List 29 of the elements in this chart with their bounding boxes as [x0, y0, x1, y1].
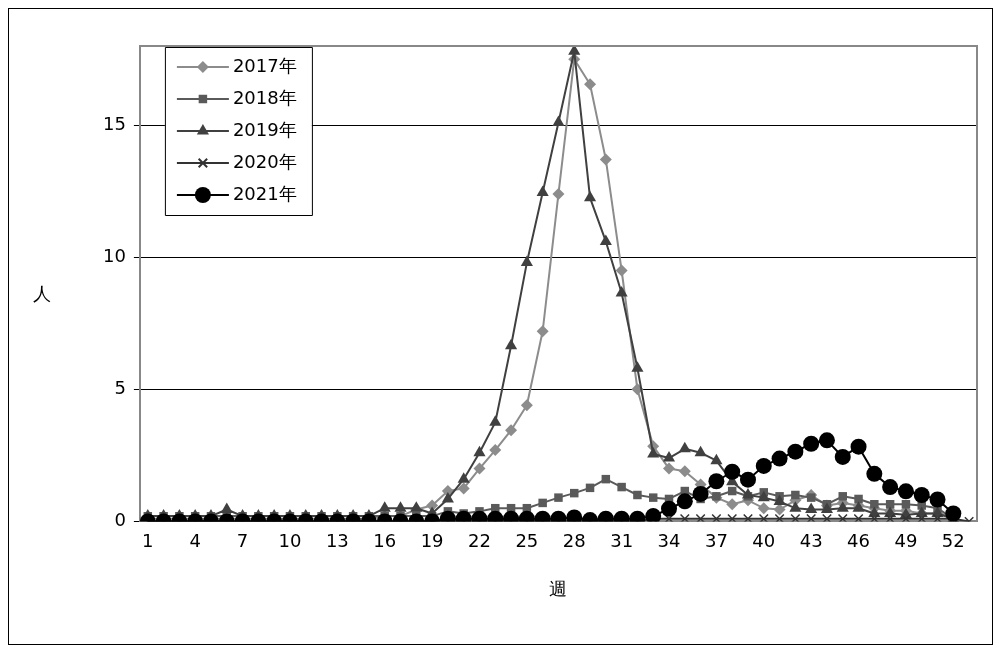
y-tick-label: 10	[103, 244, 126, 266]
x-tick-label: 10	[278, 529, 302, 551]
x-tick-label: 31	[610, 529, 634, 551]
x-tick-label: 46	[847, 529, 870, 551]
y-tick-label: 5	[114, 377, 126, 399]
x-tick-label: 7	[236, 529, 249, 551]
x-axis-title: 週	[549, 577, 568, 599]
x-tick-label: 49	[894, 529, 918, 551]
legend-label: 2020年	[232, 150, 297, 172]
y-tick-label: 15	[103, 112, 126, 134]
x-tick-label: 40	[752, 529, 776, 551]
x-tick-label: 16	[373, 529, 397, 551]
x-tick-label: 13	[325, 529, 349, 551]
legend-label: 2018年	[232, 86, 297, 108]
x-tick-label: 34	[657, 529, 681, 551]
x-tick-label: 22	[468, 529, 491, 551]
x-tick-label: 1	[142, 529, 154, 551]
x-tick-label: 52	[941, 529, 965, 551]
legend-label: 2019年	[232, 118, 297, 140]
x-tick-label: 4	[189, 529, 201, 551]
y-tick-label: 0	[114, 509, 126, 531]
x-tick-label: 43	[799, 529, 823, 551]
x-tick-label: 37	[704, 529, 728, 551]
x-tick-label: 19	[420, 529, 444, 551]
x-tick-label: 28	[562, 529, 586, 551]
x-tick-label: 25	[515, 529, 539, 551]
legend-label: 2017年	[232, 54, 297, 76]
y-axis-title: 人	[33, 283, 51, 305]
legend-label: 2021年	[232, 182, 297, 204]
